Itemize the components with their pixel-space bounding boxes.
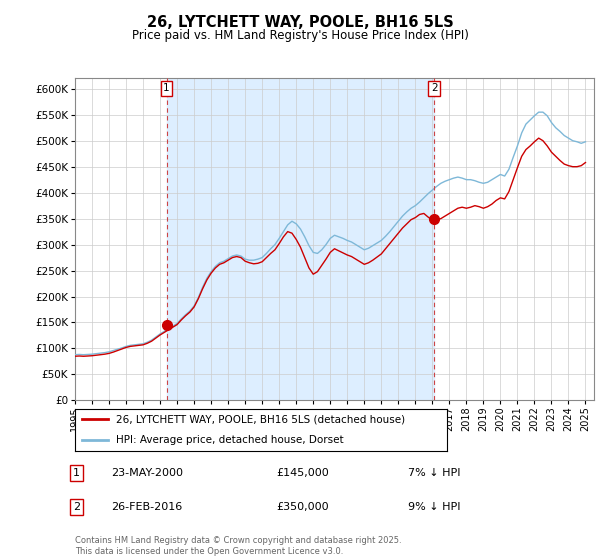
Text: 9% ↓ HPI: 9% ↓ HPI [408, 502, 461, 512]
Text: 1: 1 [163, 83, 170, 93]
Text: £145,000: £145,000 [276, 468, 329, 478]
Bar [167, 78, 434, 400]
Text: Contains HM Land Registry data © Crown copyright and database right 2025.
This d: Contains HM Land Registry data © Crown c… [75, 536, 401, 556]
Text: 2: 2 [431, 83, 437, 93]
Text: 1: 1 [73, 468, 80, 478]
Text: 26, LYTCHETT WAY, POOLE, BH16 5LS (detached house): 26, LYTCHETT WAY, POOLE, BH16 5LS (detac… [116, 414, 405, 424]
Text: 7% ↓ HPI: 7% ↓ HPI [408, 468, 461, 478]
Text: £350,000: £350,000 [276, 502, 329, 512]
Text: 26-FEB-2016: 26-FEB-2016 [111, 502, 182, 512]
Text: 2: 2 [73, 502, 80, 512]
Text: 23-MAY-2000: 23-MAY-2000 [111, 468, 183, 478]
Text: Price paid vs. HM Land Registry's House Price Index (HPI): Price paid vs. HM Land Registry's House … [131, 29, 469, 42]
Text: HPI: Average price, detached house, Dorset: HPI: Average price, detached house, Dors… [116, 435, 344, 445]
Text: 26, LYTCHETT WAY, POOLE, BH16 5LS: 26, LYTCHETT WAY, POOLE, BH16 5LS [146, 15, 454, 30]
